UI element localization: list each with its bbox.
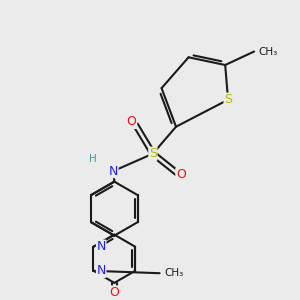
Text: N: N (97, 264, 106, 277)
Text: N: N (109, 164, 118, 178)
Text: O: O (110, 286, 119, 299)
Text: S: S (149, 147, 157, 160)
Text: CH₃: CH₃ (164, 268, 184, 278)
Text: O: O (176, 168, 186, 182)
Text: N: N (97, 240, 106, 253)
Text: S: S (224, 93, 232, 106)
Text: H: H (89, 154, 97, 164)
Text: O: O (127, 116, 136, 128)
Text: CH₃: CH₃ (258, 46, 277, 56)
